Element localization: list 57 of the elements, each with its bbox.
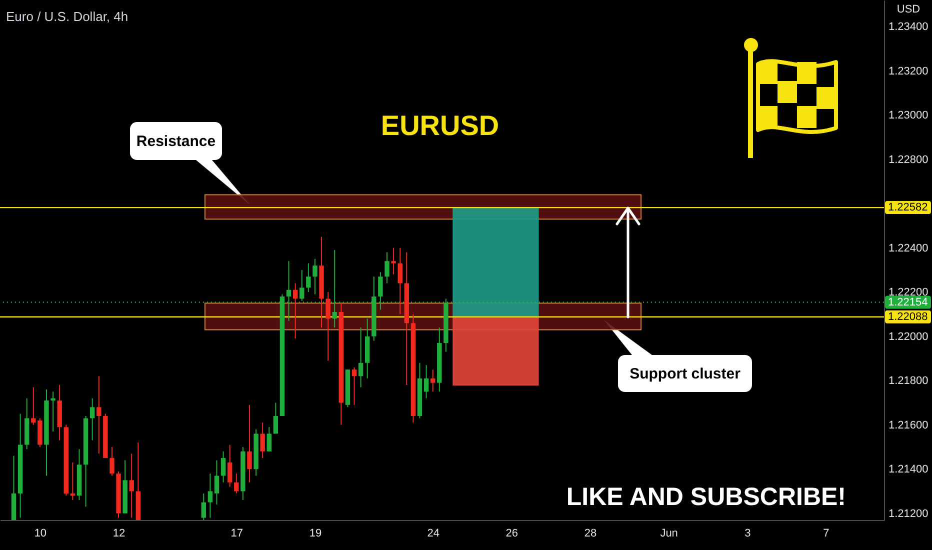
candlestick bbox=[201, 492, 206, 520]
text: EURUSD bbox=[380, 110, 500, 141]
annotation: LIKE AND SUBSCRIBE! bbox=[566, 483, 846, 511]
candlestick bbox=[326, 292, 330, 362]
x-tick-label: 28 bbox=[584, 528, 597, 540]
y-tick-label: 1.23000 bbox=[888, 110, 928, 122]
candlestick bbox=[273, 402, 278, 434]
y-tick-label: 1.22400 bbox=[888, 242, 928, 254]
candlestick bbox=[227, 444, 232, 488]
x-tick-label: 26 bbox=[506, 528, 518, 540]
candlestick bbox=[352, 366, 357, 406]
y-tick-label: 1.21200 bbox=[888, 508, 928, 520]
candlestick bbox=[266, 426, 272, 452]
candlestick bbox=[247, 404, 252, 483]
y-tick-label: 1.21600 bbox=[888, 419, 928, 432]
y-tick-label: 1.23200 bbox=[888, 65, 928, 78]
y-tick-label: 1.22800 bbox=[888, 154, 928, 166]
x-tick-label: 3 bbox=[744, 528, 751, 540]
candlestick bbox=[96, 376, 102, 454]
y-tick-label: 1.22200 bbox=[888, 286, 928, 299]
candlestick bbox=[260, 422, 265, 459]
y-tick-label: 1.22000 bbox=[888, 330, 928, 343]
x-tick-label: 12 bbox=[112, 528, 126, 540]
ref-line-label: 1.22582 bbox=[888, 202, 928, 214]
band-label: Resistance bbox=[136, 133, 216, 150]
candlestick bbox=[214, 460, 220, 506]
ref-line-label: 1.22088 bbox=[888, 310, 928, 323]
candlestick bbox=[306, 262, 311, 293]
candlestick bbox=[398, 247, 402, 315]
y-tick-label: 1.21400 bbox=[888, 464, 928, 476]
x-tick-label: 7 bbox=[823, 528, 830, 540]
candlestick bbox=[234, 473, 239, 494]
band-label: Support cluster bbox=[630, 366, 741, 382]
y-tick-label: 1.23400 bbox=[888, 21, 928, 34]
y-tick-label: 1.21800 bbox=[888, 375, 928, 388]
candlestick bbox=[312, 258, 318, 295]
text: Euro / U.S. Dollar, 4h bbox=[6, 9, 128, 24]
candlestick bbox=[110, 446, 114, 476]
x-tick-label: 19 bbox=[309, 528, 322, 540]
y-axis-title: USD bbox=[896, 4, 920, 16]
candlestick bbox=[424, 364, 429, 399]
candlestick bbox=[292, 282, 298, 340]
candlestick bbox=[358, 326, 364, 388]
candlestick bbox=[208, 473, 213, 518]
candlestick bbox=[300, 269, 304, 302]
candlestick bbox=[430, 369, 436, 392]
x-tick-label: 10 bbox=[34, 528, 47, 540]
x-tick-label: 17 bbox=[230, 528, 244, 540]
candlestick bbox=[220, 450, 226, 483]
x-tick-label: 24 bbox=[427, 528, 440, 540]
candlestick bbox=[384, 252, 390, 284]
candlestick bbox=[90, 398, 95, 441]
ref-line-label: 1.22154 bbox=[888, 296, 928, 308]
candlestick bbox=[129, 453, 134, 518]
candlestick bbox=[391, 247, 396, 275]
x-tick-label: Jun bbox=[660, 528, 678, 540]
candlestick bbox=[50, 391, 56, 432]
